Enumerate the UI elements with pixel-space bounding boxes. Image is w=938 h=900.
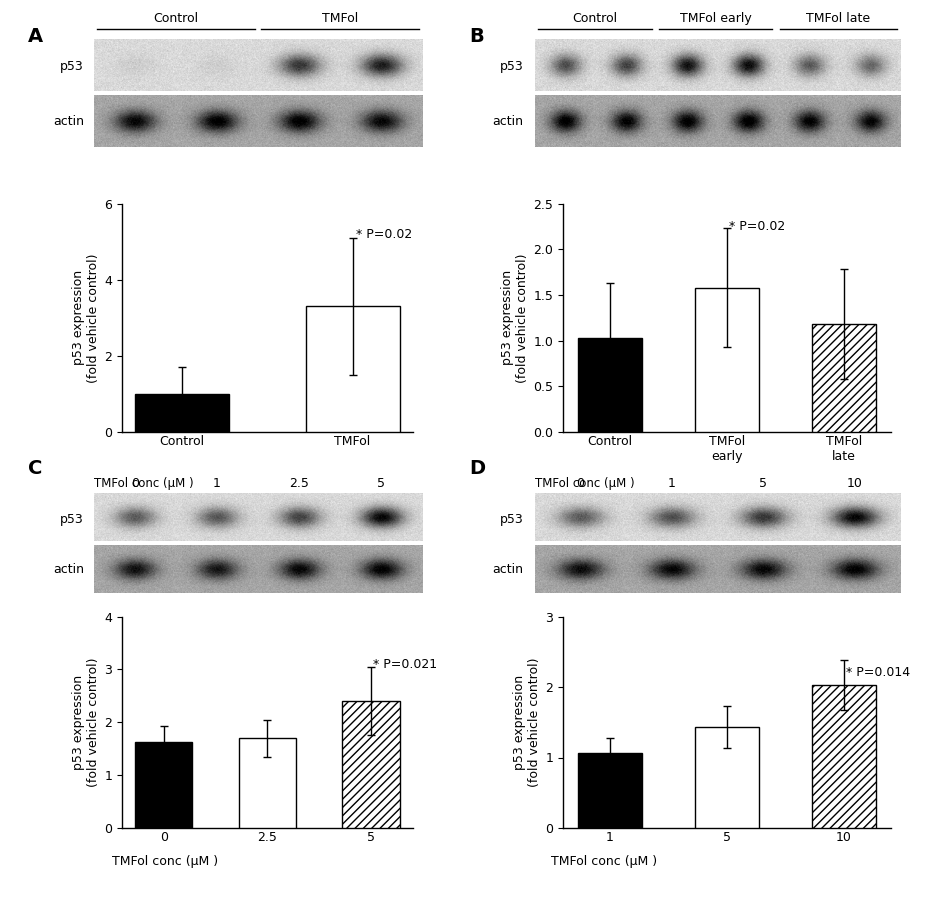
Y-axis label: p53 expression
(fold vehicle control): p53 expression (fold vehicle control) — [72, 253, 100, 382]
Text: TMFol early: TMFol early — [680, 12, 751, 24]
Text: p53: p53 — [500, 513, 523, 526]
Bar — [306, 306, 400, 432]
Text: B: B — [469, 27, 484, 46]
Bar — [695, 288, 759, 432]
Bar — [578, 338, 643, 432]
Text: actin: actin — [53, 563, 83, 576]
Text: actin: actin — [492, 563, 523, 576]
Bar — [135, 742, 192, 828]
Text: 5: 5 — [377, 477, 386, 490]
Y-axis label: p53 expression
(fold vehicle control): p53 expression (fold vehicle control) — [513, 658, 541, 787]
Text: Control: Control — [153, 12, 199, 24]
Text: C: C — [28, 459, 42, 478]
Text: Control: Control — [572, 12, 617, 24]
Y-axis label: p53 expression
(fold vehicle control): p53 expression (fold vehicle control) — [501, 253, 529, 382]
Text: 2.5: 2.5 — [289, 477, 309, 490]
Text: * P=0.021: * P=0.021 — [373, 658, 437, 670]
Text: p53: p53 — [500, 60, 523, 73]
Text: p53: p53 — [60, 513, 83, 526]
Bar — [239, 738, 295, 828]
Text: 1: 1 — [668, 477, 675, 490]
Bar — [578, 752, 643, 828]
Text: 10: 10 — [847, 477, 863, 490]
Text: 0: 0 — [130, 477, 139, 490]
Bar — [811, 324, 876, 432]
Text: p53: p53 — [60, 60, 83, 73]
Bar — [695, 727, 759, 828]
Text: * P=0.014: * P=0.014 — [846, 666, 911, 680]
Text: 0: 0 — [576, 477, 584, 490]
Text: TMFol conc (μM ): TMFol conc (μM ) — [94, 477, 193, 490]
Text: actin: actin — [492, 115, 523, 128]
Text: TMFol: TMFol — [322, 12, 358, 24]
Text: A: A — [28, 27, 43, 46]
Bar — [135, 394, 229, 432]
Text: 1: 1 — [213, 477, 220, 490]
Text: D: D — [469, 459, 485, 478]
Text: TMFol conc (μM ): TMFol conc (μM ) — [112, 856, 218, 868]
Text: TMFol conc (μM ): TMFol conc (μM ) — [535, 477, 634, 490]
Text: * P=0.02: * P=0.02 — [356, 228, 413, 240]
Text: TMFol conc (μM ): TMFol conc (μM ) — [552, 856, 658, 868]
Text: actin: actin — [53, 115, 83, 128]
Y-axis label: p53 expression
(fold vehicle control): p53 expression (fold vehicle control) — [72, 658, 100, 787]
Text: 5: 5 — [759, 477, 767, 490]
Text: * P=0.02: * P=0.02 — [729, 220, 785, 233]
Bar — [342, 701, 400, 828]
Text: TMFol late: TMFol late — [807, 12, 870, 24]
Bar — [811, 685, 876, 828]
